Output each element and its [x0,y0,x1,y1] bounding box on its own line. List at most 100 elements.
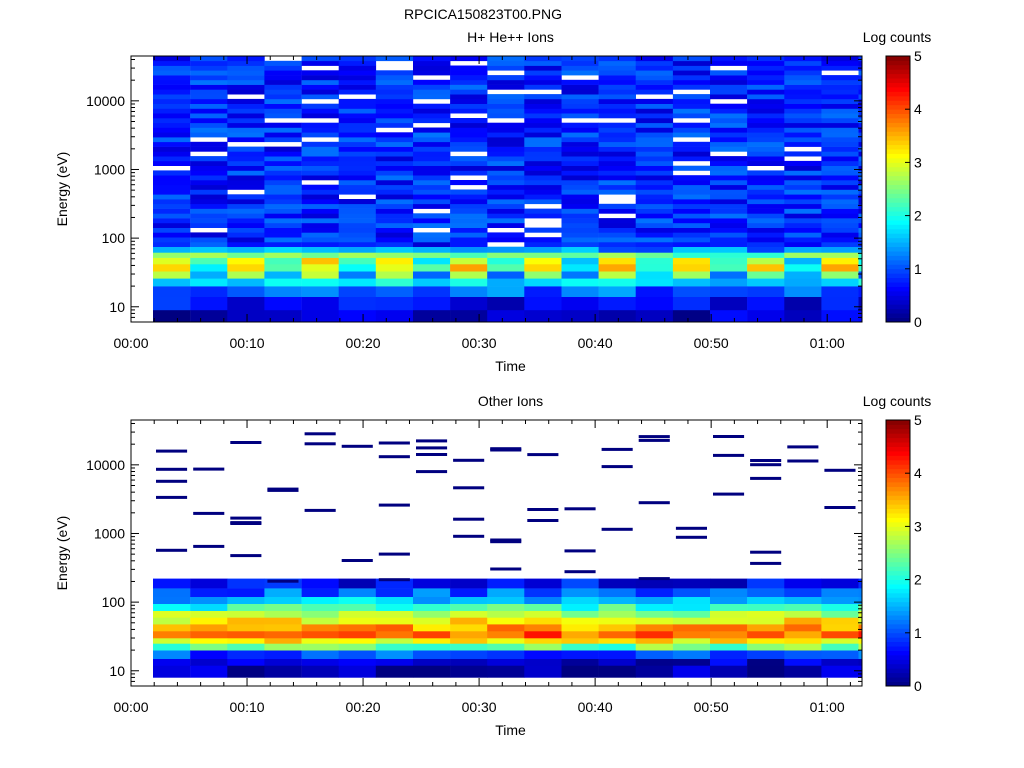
heatmap-cell [598,650,636,659]
heatmap-cell [710,189,748,195]
heatmap-cell [858,175,863,181]
heatmap-cell [413,84,451,90]
heatmap-cell [301,309,339,323]
heatmap-cell [190,141,228,147]
heatmap-cell [747,108,785,114]
heatmap-cell [487,286,525,297]
heatmap-cell [524,103,562,109]
heatmap-cell [264,60,302,66]
heatmap-cell [450,232,488,238]
heatmap-cell [784,84,822,90]
heatmap-cell [413,278,451,287]
heatmap-cell [190,199,228,205]
heatmap-cell [821,103,859,109]
heatmap-cell [227,98,265,104]
heatmap-cell [190,70,228,76]
heatmap-cell [710,218,748,224]
heatmap-cell [264,650,302,659]
heatmap-cell [747,70,785,76]
colorbar-segment [886,202,910,208]
heatmap-cell [561,89,599,95]
heatmap-cell [413,184,451,190]
heatmap-cell [858,89,863,95]
heatmap-cell [784,56,822,62]
heatmap-cell [450,665,488,678]
heatmap-cell [598,151,636,157]
x-tick-label: 00:50 [694,335,729,351]
heatmap-cell [747,56,785,62]
heatmap-cell [153,617,191,625]
colorbar-segment [886,197,910,203]
heatmap-cell [338,631,377,639]
heatmap-cell [672,132,711,138]
heatmap-cell [338,264,377,272]
heatmap-cell [301,271,339,279]
heatmap-cell [710,137,748,143]
heatmap-cell [635,596,674,604]
heatmap-cell [858,603,863,611]
heatmap-cell [487,246,525,253]
heatmap-cell [338,296,377,311]
heatmap-cell [858,60,863,66]
heatmap-cell [824,506,856,509]
heatmap-cell [598,241,636,247]
colorbar-segment [886,486,910,492]
heatmap-cell [375,237,414,243]
heatmap-cell [672,156,711,162]
heatmap-cell [635,227,674,233]
heatmap-cell [747,213,785,219]
heatmap-cell [524,278,562,287]
colorbar-segment [886,601,910,607]
plot-frame [130,55,863,323]
heatmap-cell [635,246,674,253]
heatmap-cell [561,194,599,200]
colorbar-segment [886,104,910,110]
heatmap-cell [153,309,191,323]
heatmap-cell [524,165,562,171]
colorbar-segment [886,180,910,185]
heatmap-cell [598,638,636,644]
heatmap-cell [598,160,636,166]
heatmap-cell [821,184,859,190]
heatmap-cell [264,578,302,589]
heatmap-cell [190,252,228,258]
colorbar-segment [886,499,910,505]
heatmap-cell [784,199,822,205]
heatmap-cell [413,175,451,181]
heatmap-cell [858,199,863,205]
heatmap-cell [858,617,863,625]
heatmap-cell [301,246,339,253]
heatmap-cell [858,70,863,76]
heatmap-cell [858,624,863,632]
heatmap-cell [635,60,674,66]
heatmap-cell [227,278,265,287]
heatmap-cell [710,252,748,258]
heatmap-cell [190,208,228,214]
heatmap-cell [264,624,302,632]
colorbar-segment [886,570,910,576]
colorbar-segment [886,140,910,146]
heatmap-cell [338,89,377,95]
heatmap-cell [784,208,822,214]
heatmap-cell [153,264,191,272]
heatmap-cell [338,286,377,297]
heatmap-cell [635,665,674,678]
heatmap-cell [784,603,822,611]
heatmap-cell [784,137,822,143]
heatmap-cell [524,603,562,611]
heatmap-cell [450,79,488,85]
heatmap-cell [784,296,822,311]
heatmap-cell [858,588,863,597]
colorbar-label: Log counts [863,29,932,45]
colorbar-segment [886,548,910,554]
heatmap-cell [153,156,191,162]
colorbar-segment [886,566,910,572]
heatmap-cell [375,246,414,253]
heatmap-cell [264,643,302,651]
colorbar-segment [886,277,910,283]
heatmap-cell [787,445,819,449]
heatmap-cell [264,70,302,76]
heatmap-cell [338,624,377,632]
heatmap-cell [821,643,859,651]
colorbar-segment [886,654,910,660]
